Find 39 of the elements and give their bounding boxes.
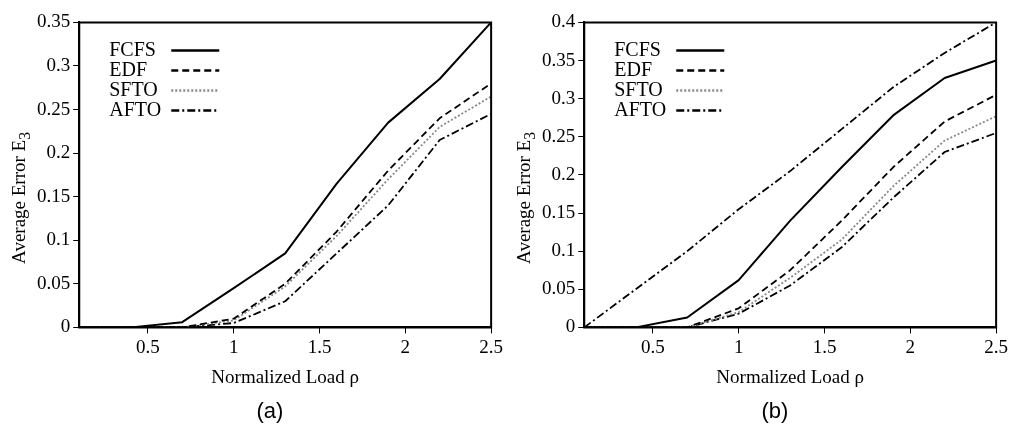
y-tick-label: 0.3 xyxy=(46,53,71,75)
y-tick-label: 0 xyxy=(565,315,576,337)
x-tick-label: 1 xyxy=(228,335,239,357)
legend-label: FCFS xyxy=(109,37,156,60)
x-axis-title: Normalized Load ρ xyxy=(211,365,360,387)
text: (b) xyxy=(760,398,790,424)
legend-label: AFTO xyxy=(614,97,667,120)
y-tick-label: 0.4 xyxy=(551,10,576,32)
y-tick-label: 0 xyxy=(60,315,71,337)
y-tick-label: 0.3 xyxy=(551,86,576,108)
y-tick-label: 0.2 xyxy=(551,162,576,184)
y-tick-label: 0.35 xyxy=(37,10,71,32)
x-tick-label: 0.5 xyxy=(641,335,665,357)
legend-label: SFTO xyxy=(614,77,663,100)
y-tick-label: 0.25 xyxy=(542,124,576,146)
x-tick-label: 2.5 xyxy=(984,335,1008,357)
legend-label: EDF xyxy=(109,57,148,80)
y-tick-label: 0.05 xyxy=(37,271,71,293)
y-tick-label: 0.1 xyxy=(551,239,576,261)
x-tick-label: 2 xyxy=(400,335,411,357)
y-tick-label: 0.1 xyxy=(46,228,71,250)
legend-label: EDF xyxy=(614,57,653,80)
x-axis-title: Normalized Load ρ xyxy=(716,365,865,387)
y-tick-label: 0.15 xyxy=(37,184,71,206)
x-tick-label: 2.5 xyxy=(479,335,503,357)
text: (a) xyxy=(255,398,285,424)
y-tick-label: 0.35 xyxy=(542,48,576,70)
y-tick-label: 0.25 xyxy=(37,97,71,119)
y-tick-label: 0.05 xyxy=(542,277,576,299)
legend-label: SFTO xyxy=(109,77,158,100)
x-tick-label: 2 xyxy=(905,335,916,357)
x-tick-label: 1.5 xyxy=(812,335,837,357)
y-tick-label: 0.15 xyxy=(542,201,576,223)
x-tick-label: 1.5 xyxy=(307,335,332,357)
x-tick-label: 1 xyxy=(733,335,744,357)
y-tick-label: 0.2 xyxy=(46,141,71,163)
x-tick-label: 0.5 xyxy=(136,335,160,357)
legend-label: AFTO xyxy=(109,97,162,120)
legend-label: FCFS xyxy=(614,37,661,60)
